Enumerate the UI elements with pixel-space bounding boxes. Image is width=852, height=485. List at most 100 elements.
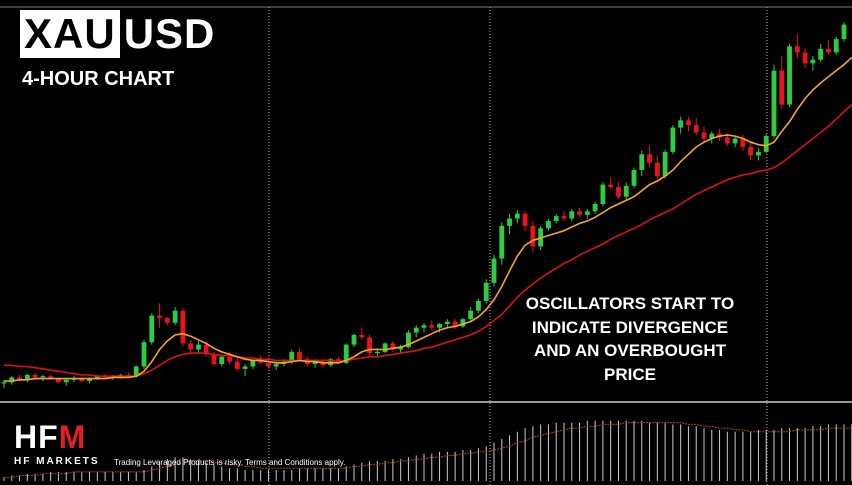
candle-body xyxy=(530,225,536,247)
candle-body xyxy=(693,125,699,133)
candle-body xyxy=(374,351,380,354)
candle-body xyxy=(514,213,520,219)
candle-body xyxy=(608,184,614,188)
hfm-logo: HF M HF MARKETS xyxy=(14,420,100,467)
candle-body xyxy=(273,364,279,367)
candle-body xyxy=(670,127,676,152)
oscillator-signal-line xyxy=(4,422,852,478)
candle-body xyxy=(779,70,785,105)
candle-body xyxy=(63,379,69,383)
candle-body xyxy=(748,147,754,156)
candle-body xyxy=(56,378,61,383)
annotation-line-2: INDICATE DIVERGENCE xyxy=(531,317,729,337)
candle-body xyxy=(802,52,808,64)
candle-body xyxy=(211,354,217,365)
candle-body xyxy=(242,366,248,369)
candle-body xyxy=(266,362,271,367)
candle-body xyxy=(631,170,637,186)
candle-body xyxy=(732,138,738,144)
logo-letters: HF xyxy=(14,419,59,455)
candle-body xyxy=(709,133,715,139)
chart-title: XAU USD xyxy=(20,10,215,58)
annotation-line-1: OSCILLATORS START TO xyxy=(525,294,735,313)
annotation-line-4: PRICE xyxy=(604,364,656,384)
candle-body xyxy=(678,120,684,128)
candle-body xyxy=(180,310,186,344)
candle-body xyxy=(763,136,769,152)
candle-body xyxy=(771,70,777,137)
candle-body xyxy=(196,344,201,350)
candle-body xyxy=(164,317,170,323)
candle-body xyxy=(452,321,458,327)
candle-body xyxy=(367,337,372,354)
candle-body xyxy=(701,132,707,139)
candle-body xyxy=(157,315,162,318)
oscillator-histogram xyxy=(3,420,852,481)
candle-body xyxy=(810,59,816,64)
candle-body xyxy=(833,39,839,53)
candle-body xyxy=(227,356,232,362)
annotation-line-3: AND AN OVERBOUGHT xyxy=(533,341,727,360)
candle-body xyxy=(546,220,551,229)
logo-subtitle: HF MARKETS xyxy=(14,456,100,467)
candle-body xyxy=(219,356,225,365)
candle-body xyxy=(584,211,590,215)
candle-body xyxy=(87,378,92,382)
candle-body xyxy=(149,315,155,343)
candle-body xyxy=(40,376,46,378)
candle-body xyxy=(553,216,559,221)
candle-body xyxy=(94,376,100,379)
candle-body xyxy=(437,324,442,328)
candle-body xyxy=(686,120,691,126)
candle-body xyxy=(234,361,240,369)
chart-timeframe: 4-HOUR CHART xyxy=(22,68,175,90)
fast-moving-average-line xyxy=(4,56,852,382)
logo-m-letter: M xyxy=(58,419,87,455)
candle-body xyxy=(141,342,147,367)
candle-body xyxy=(390,343,396,350)
candle-body xyxy=(429,325,435,328)
candle-body xyxy=(507,218,512,226)
candle-body xyxy=(421,325,427,328)
candle-body xyxy=(351,334,357,345)
candle-body xyxy=(258,360,264,363)
candle-body xyxy=(133,366,139,377)
candle-body xyxy=(1,382,7,384)
candle-body xyxy=(577,211,582,215)
candlestick-series xyxy=(1,22,847,389)
candle-body xyxy=(639,154,645,171)
candle-body xyxy=(48,376,54,379)
candle-body xyxy=(826,48,831,53)
candle-body xyxy=(740,138,746,148)
candle-body xyxy=(662,151,668,177)
candle-body xyxy=(297,351,302,360)
candle-body xyxy=(343,344,349,363)
candle-body xyxy=(522,213,528,226)
slow-moving-average-line xyxy=(4,104,852,378)
candle-body xyxy=(172,310,178,323)
candle-body xyxy=(17,377,22,380)
candle-body xyxy=(724,137,730,144)
candle-body xyxy=(382,343,388,352)
candle-body xyxy=(623,185,629,197)
candle-body xyxy=(841,24,847,40)
candle-body xyxy=(9,377,15,383)
candle-body xyxy=(600,184,606,204)
candle-body xyxy=(561,216,567,219)
candle-body xyxy=(32,374,38,378)
candle-body xyxy=(188,343,194,350)
candle-body xyxy=(499,225,505,259)
candle-body xyxy=(406,332,411,348)
candle-body xyxy=(787,46,792,105)
candle-body xyxy=(647,154,652,163)
candle-body xyxy=(491,258,497,283)
chart-annotation: OSCILLATORS START TO INDICATE DIVERGENCE… xyxy=(512,292,748,386)
candle-body xyxy=(460,319,466,327)
candle-body xyxy=(359,334,365,338)
candle-body xyxy=(203,344,209,355)
candle-body xyxy=(24,374,30,380)
title-symbol-rest: USD xyxy=(123,10,216,57)
candle-body xyxy=(592,204,598,212)
